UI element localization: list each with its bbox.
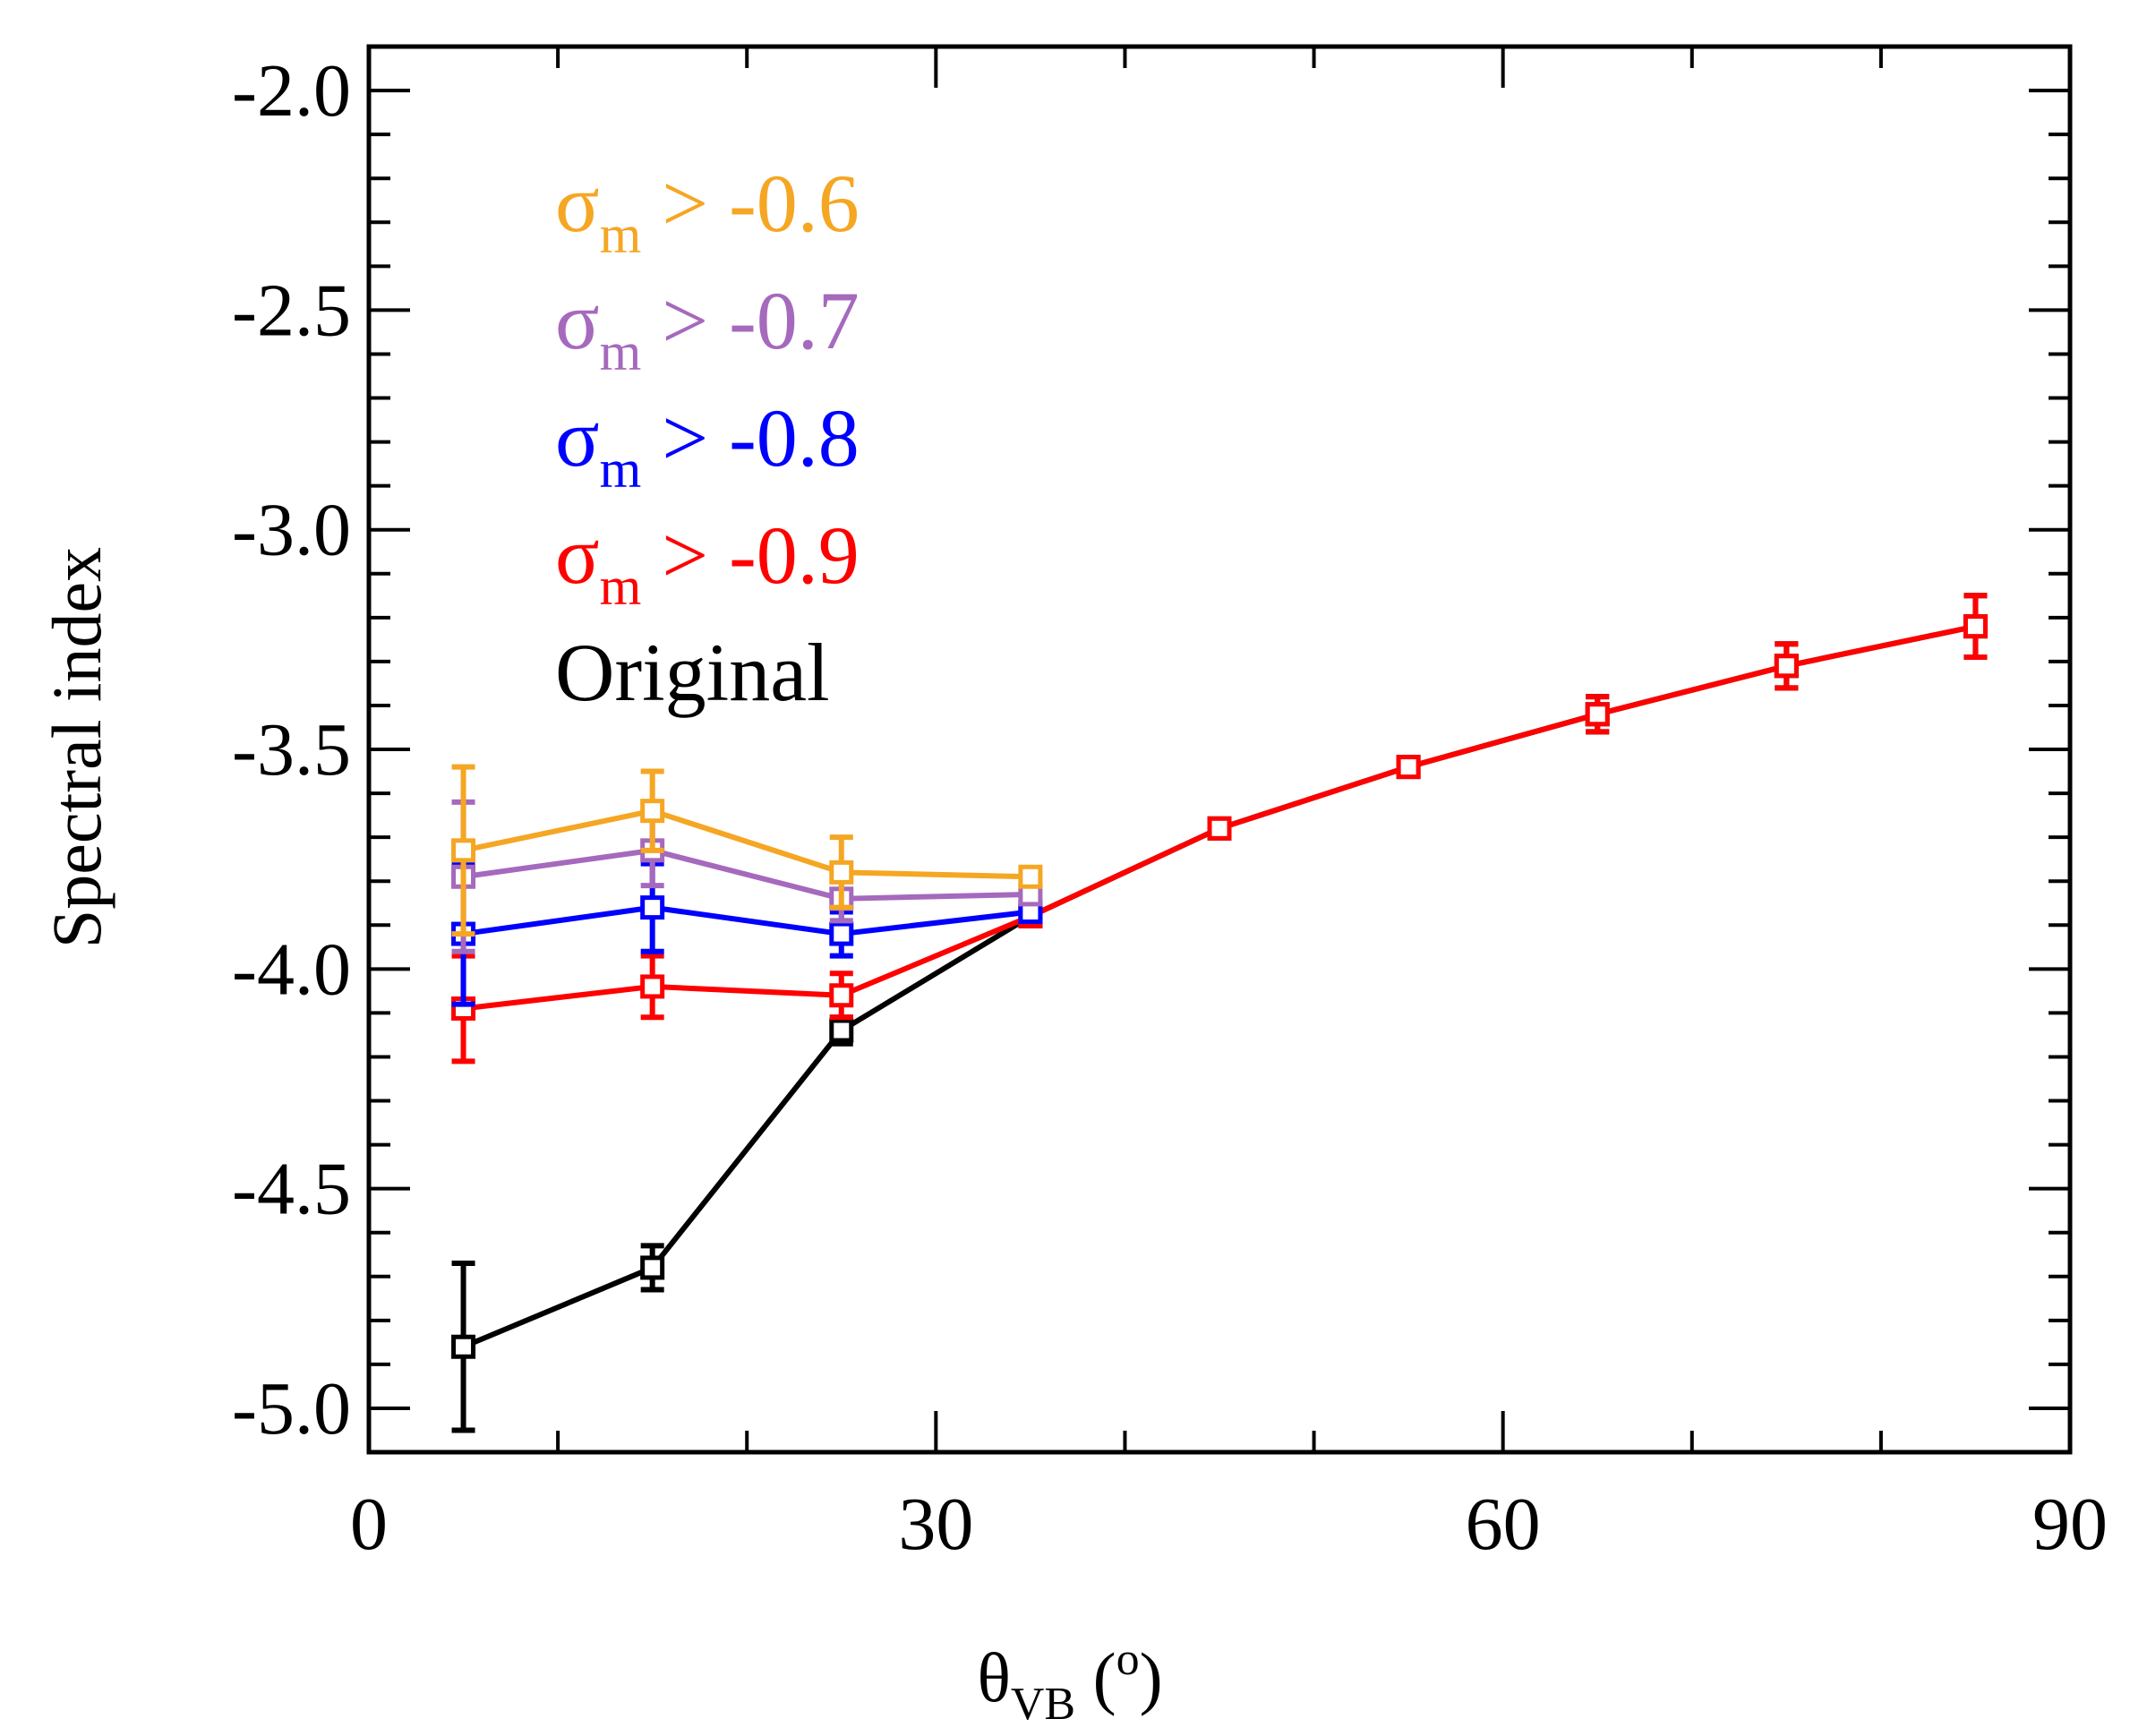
legend-label: > -0.9 <box>641 509 860 601</box>
data-point <box>640 799 665 824</box>
y-tick-label: -2.5 <box>232 269 351 352</box>
x-axis-label-part: θ <box>977 1638 1010 1716</box>
data-point <box>640 1255 665 1280</box>
legend-subscript: m <box>600 205 642 264</box>
y-tick-label: -4.0 <box>232 928 351 1011</box>
x-tick-label: 90 <box>2032 1483 2108 1566</box>
y-tick-label: -3.0 <box>232 489 351 572</box>
y-tick-label: -2.0 <box>232 49 351 133</box>
data-point <box>1396 755 1421 780</box>
legend-entry: Original <box>555 627 830 718</box>
legend-symbol: σ <box>555 275 600 366</box>
data-point <box>829 1018 854 1043</box>
x-axis-label-part: ) <box>1140 1638 1163 1716</box>
data-point <box>640 974 665 999</box>
series--m-0-6 <box>451 764 1043 937</box>
y-tick-label: -4.5 <box>232 1148 351 1231</box>
legend: σm > -0.6σm > -0.7σm > -0.8σm > -0.9Orig… <box>555 158 860 718</box>
legend-symbol: σ <box>555 509 600 601</box>
legend-entry: σm > -0.6 <box>555 158 860 264</box>
data-point <box>829 859 854 885</box>
legend-entry: σm > -0.8 <box>555 392 860 499</box>
data-point <box>1774 654 1799 679</box>
legend-label: > -0.8 <box>641 392 860 483</box>
series-line <box>463 847 1031 902</box>
y-tick-label: -3.5 <box>232 708 351 791</box>
y-axis-label: Spectral index <box>38 547 115 948</box>
y-tick-label: -5.0 <box>232 1367 351 1450</box>
legend-entry: σm > -0.7 <box>555 275 860 381</box>
plot-area <box>451 593 1988 1433</box>
legend-label: > -0.7 <box>641 275 860 366</box>
x-tick-label: 0 <box>350 1483 388 1566</box>
data-point <box>1585 702 1610 727</box>
series-line <box>462 808 1031 880</box>
legend-subscript: m <box>600 557 642 616</box>
x-axis-label-part: VB <box>1011 1679 1075 1730</box>
x-axis-label-part: o <box>1116 1634 1140 1685</box>
x-tick-label: 60 <box>1466 1483 1541 1566</box>
legend-label: > -0.6 <box>641 158 860 249</box>
data-point <box>451 1334 476 1359</box>
series-line <box>463 904 1031 937</box>
x-axis-label-part: ( <box>1075 1638 1116 1716</box>
data-point <box>1018 864 1043 889</box>
legend-subscript: m <box>600 322 642 381</box>
x-tick-label: 30 <box>898 1483 973 1566</box>
data-point <box>640 895 665 920</box>
legend-subscript: m <box>600 440 642 499</box>
legend-symbol: σ <box>555 158 600 249</box>
legend-entry: σm > -0.9 <box>555 509 860 616</box>
data-point <box>451 838 476 863</box>
data-point <box>1963 614 1988 639</box>
x-axis-label: θVB (o) <box>977 1634 1162 1730</box>
data-point <box>829 983 854 1008</box>
axes: 0 30 60 90 -5.0 -4.5 -4.0 -3.5 -3.0 -2.5 -2.0 <box>232 44 2108 1566</box>
legend-symbol: σ <box>555 392 600 483</box>
data-point <box>1207 816 1232 841</box>
data-point <box>829 921 854 946</box>
